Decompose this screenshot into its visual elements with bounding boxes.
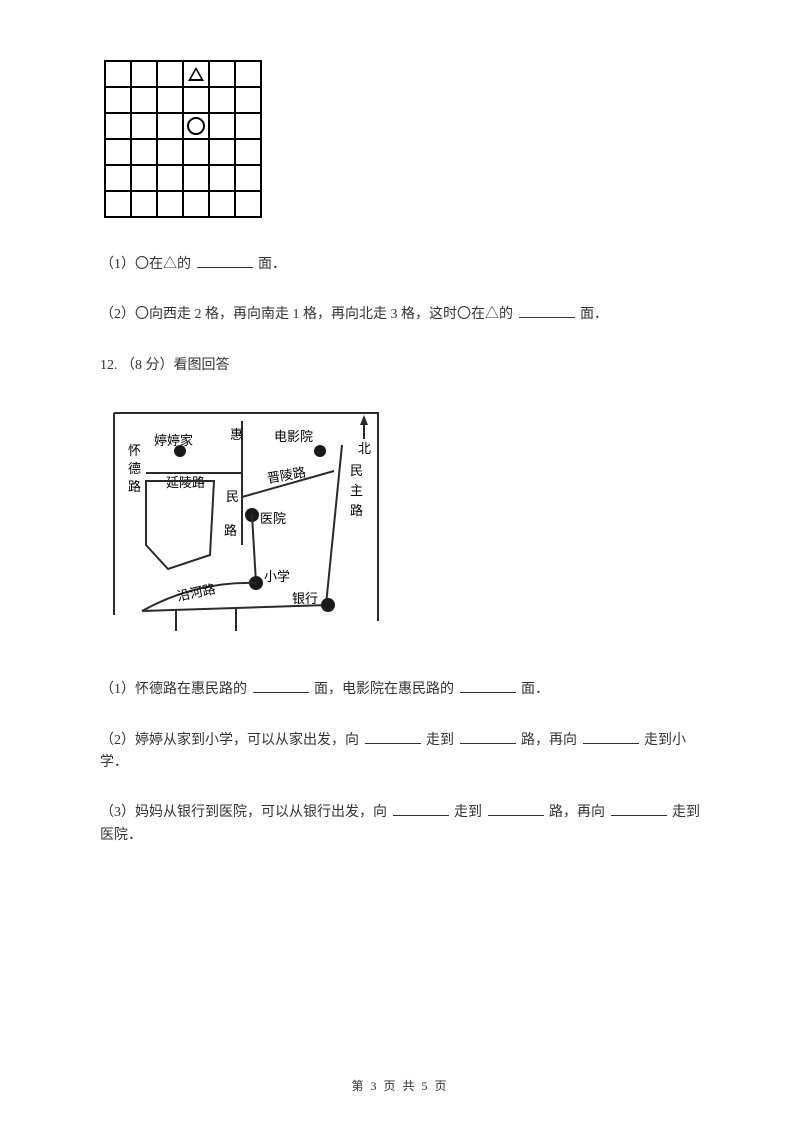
cell-triangle: [184, 62, 210, 88]
svg-text:惠: 惠: [230, 427, 243, 442]
q12-3-line: （3）妈妈从银行到医院，可以从银行出发，向 走到 路，再向 走到医院．: [100, 802, 700, 847]
q12-1-blank1[interactable]: [253, 679, 309, 693]
q11-2-blank[interactable]: [519, 304, 575, 318]
svg-text:延陵路: 延陵路: [166, 475, 205, 490]
svg-text:主: 主: [350, 483, 363, 498]
q12-3-blank2[interactable]: [488, 802, 544, 816]
svg-text:民: 民: [226, 489, 239, 504]
north-label: 北: [358, 441, 371, 456]
q12-header: 12. （8 分）看图回答: [100, 355, 700, 377]
q11-2-suffix: 面．: [580, 307, 608, 322]
q11-1-suffix: 面．: [258, 257, 286, 272]
q12-1-c: 面．: [521, 682, 549, 697]
q11-2-prefix: （2）〇向西走 2 格，再向南走 1 格，再向北走 3 格，这时〇在△的: [100, 307, 513, 322]
q11-2-line: （2）〇向西走 2 格，再向南走 1 格，再向北走 3 格，这时〇在△的 面．: [100, 304, 700, 326]
q12-2-blank1[interactable]: [365, 730, 421, 744]
svg-text:路: 路: [128, 479, 141, 494]
q11-1-blank[interactable]: [197, 254, 253, 268]
q12-2-b: 走到: [426, 733, 454, 748]
svg-text:婷婷家: 婷婷家: [154, 433, 193, 448]
grid-figure: [104, 60, 700, 218]
svg-text:医院: 医院: [260, 511, 286, 526]
q12-3-blank3[interactable]: [611, 802, 667, 816]
svg-text:沿河路: 沿河路: [176, 581, 217, 604]
svg-text:电影院: 电影院: [274, 429, 313, 444]
q12-2-blank3[interactable]: [583, 730, 639, 744]
circle-icon: [187, 117, 205, 135]
q12-1-line: （1）怀德路在惠民路的 面，电影院在惠民路的 面．: [100, 679, 700, 701]
q12-2-c: 路，再向: [521, 733, 577, 748]
page-footer: 第 3 页 共 5 页: [0, 1077, 800, 1096]
cell-circle: [184, 114, 210, 140]
q11-1-line: （1）〇在△的 面．: [100, 254, 700, 276]
svg-text:德: 德: [128, 461, 141, 476]
svg-text:路: 路: [224, 523, 237, 538]
svg-text:银行: 银行: [292, 591, 318, 606]
grid-6x6: [104, 60, 262, 218]
q12-3-a: （3）妈妈从银行到医院，可以从银行出发，向: [100, 805, 387, 820]
q12-3-b: 走到: [454, 805, 482, 820]
q12-1-a: （1）怀德路在惠民路的: [100, 682, 247, 697]
svg-text:怀: 怀: [128, 443, 141, 458]
q12-1-b: 面，电影院在惠民路的: [314, 682, 454, 697]
q12-1-blank2[interactable]: [460, 679, 516, 693]
q12-2-blank2[interactable]: [460, 730, 516, 744]
svg-text:小学: 小学: [264, 569, 290, 584]
triangle-icon: [188, 67, 204, 81]
q12-2-line: （2）婷婷从家到小学，可以从家出发，向 走到 路，再向 走到小学．: [100, 730, 700, 775]
svg-text:晋陵路: 晋陵路: [266, 465, 307, 487]
q11-1-prefix: （1）〇在△的: [100, 257, 191, 272]
map-figure: 北 怀 德 路 婷婷家 惠 民 路 电影院 民 主 路 延陵路 晋陵路 医院 小…: [106, 405, 406, 649]
svg-text:路: 路: [350, 503, 363, 518]
q12-2-a: （2）婷婷从家到小学，可以从家出发，向: [100, 733, 359, 748]
q12-3-c: 路，再向: [549, 805, 605, 820]
q12-3-blank1[interactable]: [393, 802, 449, 816]
svg-text:民: 民: [350, 463, 363, 478]
